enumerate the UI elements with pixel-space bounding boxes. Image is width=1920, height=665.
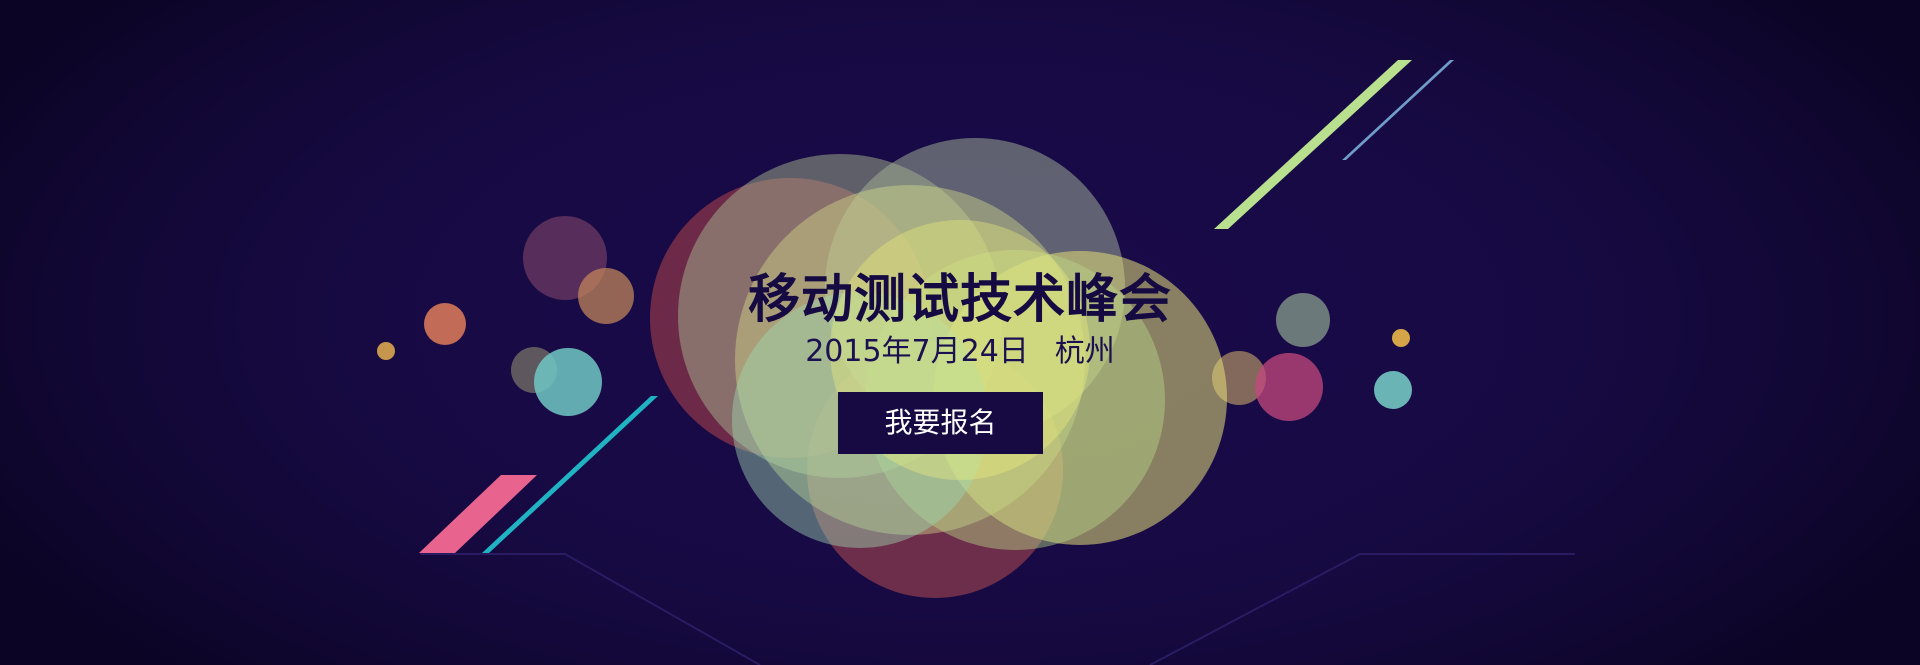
event-city: 杭州 [1054,334,1115,369]
pink-stripe [419,475,537,553]
event-subtitle: 2015年7月24日 杭州 [0,332,1920,372]
dot [1374,371,1412,409]
blue-stripe [1342,60,1454,160]
cyan-stripe [482,396,658,553]
dot [377,342,395,360]
dot [424,303,466,345]
bottom-frame-line-right [1149,553,1575,665]
dot [1276,293,1330,347]
green-stripe [1214,60,1412,229]
event-date: 2015年7月24日 [805,334,1029,369]
event-title: 移动测试技术峰会 [747,270,1172,330]
dot [534,348,602,416]
dot [1392,329,1410,347]
bottom-frame-line [420,553,761,665]
signup-button[interactable]: 我要报名 [838,392,1043,454]
dot [1255,353,1323,421]
dot [578,268,634,324]
